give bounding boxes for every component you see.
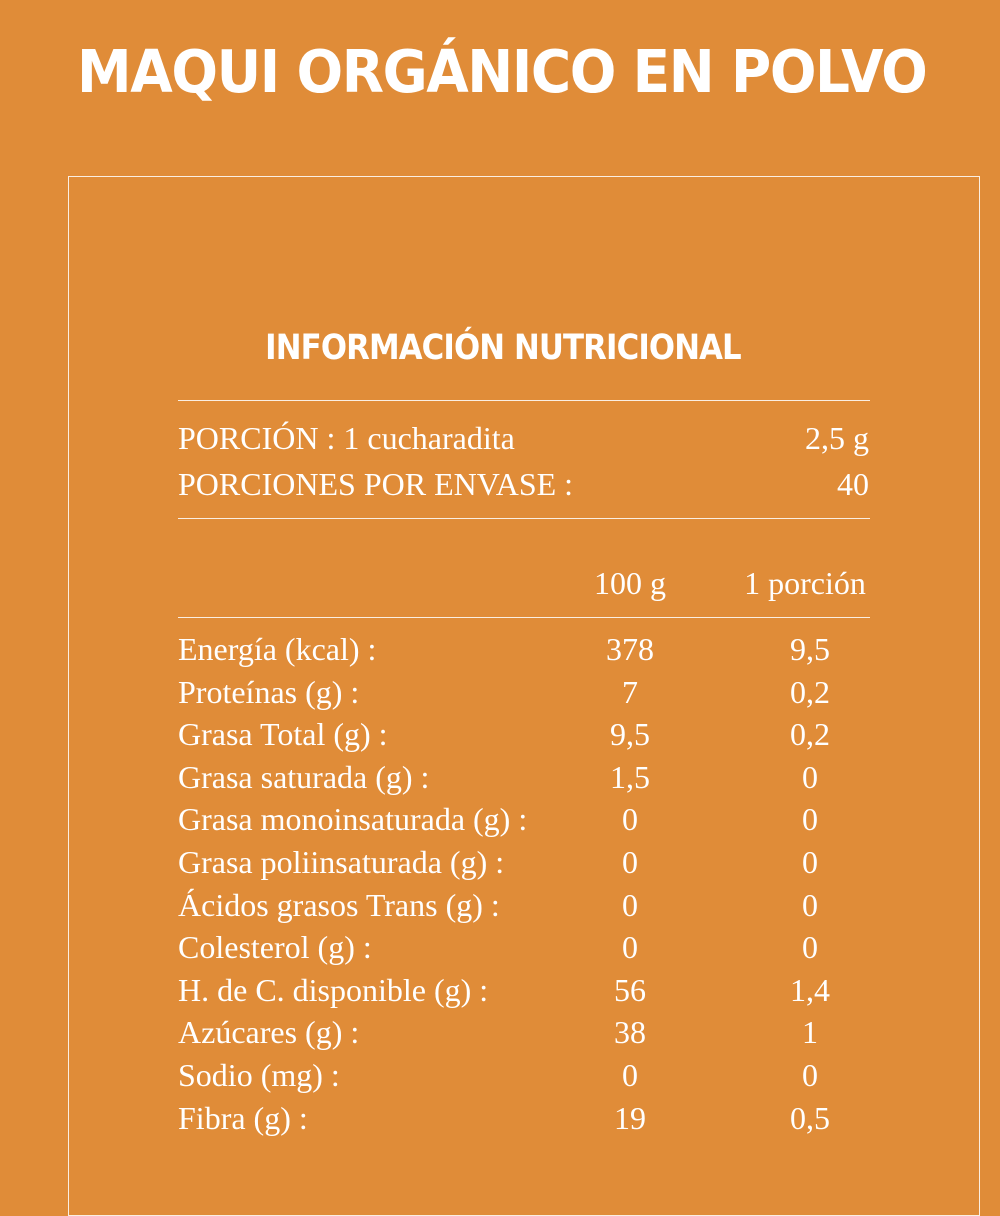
nutrient-value-portion: 0,2 — [790, 716, 830, 752]
nutrient-label: Grasa Total (g) : — [178, 716, 388, 752]
divider-header — [178, 617, 870, 618]
nutrient-label: Azúcares (g) : — [178, 1014, 360, 1050]
nutrient-value-portion: 1 — [802, 1014, 818, 1050]
nutrient-label: Grasa saturada (g) : — [178, 759, 430, 795]
column-header-100g: 100 g — [594, 565, 666, 601]
nutrient-value-portion: 0 — [802, 844, 818, 880]
nutrient-value-portion: 0,5 — [790, 1100, 830, 1136]
nutrient-value-100g: 0 — [622, 887, 638, 923]
nutrient-value-100g: 0 — [622, 844, 638, 880]
nutrient-label: Sodio (mg) : — [178, 1057, 340, 1093]
nutrient-value-portion: 0 — [802, 801, 818, 837]
servings-value: 40 — [837, 466, 869, 502]
nutrient-value-100g: 0 — [622, 1057, 638, 1093]
nutrient-value-portion: 1,4 — [790, 972, 830, 1008]
nutrient-value-portion: 0 — [802, 1057, 818, 1093]
portion-value: 2,5 g — [805, 420, 869, 456]
divider-middle — [178, 518, 870, 519]
nutrient-value-100g: 1,5 — [610, 759, 650, 795]
nutrition-heading: INFORMACIÓN NUTRICIONAL — [265, 328, 742, 368]
column-header-portion: 1 porción — [744, 565, 866, 601]
nutrient-label: Ácidos grasos Trans (g) : — [178, 887, 500, 923]
nutrient-label: Fibra (g) : — [178, 1100, 308, 1136]
nutrient-value-portion: 0 — [802, 759, 818, 795]
nutrient-value-100g: 378 — [606, 631, 654, 667]
nutrient-value-100g: 0 — [622, 801, 638, 837]
nutrient-label: Grasa poliinsaturada (g) : — [178, 844, 505, 880]
nutrient-value-portion: 0 — [802, 887, 818, 923]
nutrient-label: Proteínas (g) : — [178, 674, 360, 710]
servings-label: PORCIONES POR ENVASE : — [178, 466, 574, 502]
nutrient-value-portion: 0,2 — [790, 674, 830, 710]
nutrient-value-100g: 7 — [622, 674, 638, 710]
nutrient-label: Grasa monoinsaturada (g) : — [178, 801, 528, 837]
product-title: MAQUI ORGÁNICO EN POLVO — [77, 37, 928, 106]
portion-label: PORCIÓN : 1 cucharadita — [178, 420, 515, 456]
nutrient-value-portion: 9,5 — [790, 631, 830, 667]
nutrient-value-portion: 0 — [802, 929, 818, 965]
nutrient-label: Energía (kcal) : — [178, 631, 377, 667]
nutrient-value-100g: 38 — [614, 1014, 646, 1050]
nutrient-label: Colesterol (g) : — [178, 929, 372, 965]
nutrient-value-100g: 9,5 — [610, 716, 650, 752]
nutrient-value-100g: 56 — [614, 972, 646, 1008]
nutrient-value-100g: 19 — [614, 1100, 646, 1136]
nutrient-label: H. de C. disponible (g) : — [178, 972, 489, 1008]
nutrient-value-100g: 0 — [622, 929, 638, 965]
divider-top — [178, 400, 870, 401]
